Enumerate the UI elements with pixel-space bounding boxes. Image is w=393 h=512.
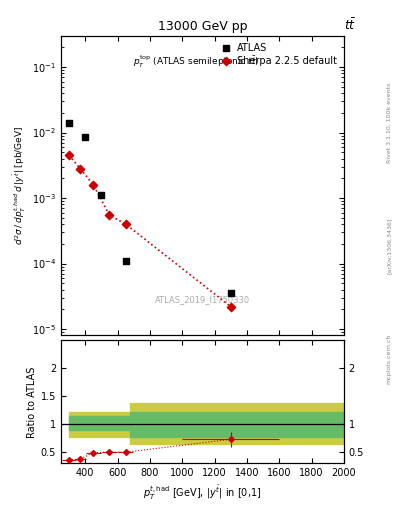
Sherpa 2.2.5 default [106, 211, 112, 219]
ATLAS [98, 191, 105, 200]
ATLAS [66, 119, 72, 127]
ATLAS [82, 133, 88, 141]
Sherpa 2.2.5 default [77, 165, 83, 173]
Sherpa 2.2.5 default [90, 181, 96, 189]
Title: 13000 GeV pp: 13000 GeV pp [158, 20, 247, 33]
Text: Rivet 3.1.10, 100k events: Rivet 3.1.10, 100k events [387, 83, 391, 163]
Sherpa 2.2.5 default [228, 303, 234, 311]
Y-axis label: $d^2\sigma\,/\,dp_T^{t,had}\,d\,|y^{\bar{t}}|$ [pb/GeV]: $d^2\sigma\,/\,dp_T^{t,had}\,d\,|y^{\bar… [11, 126, 28, 245]
Text: [arXiv:1306.3436]: [arXiv:1306.3436] [387, 218, 391, 274]
Text: mcplots.cern.ch: mcplots.cern.ch [387, 333, 391, 383]
Text: $p_T^{\rm top}$ (ATLAS semileptonic $t\bar{t}$): $p_T^{\rm top}$ (ATLAS semileptonic $t\b… [134, 54, 260, 70]
ATLAS [228, 289, 234, 297]
Y-axis label: Ratio to ATLAS: Ratio to ATLAS [26, 366, 37, 438]
Text: $t\bar{t}$: $t\bar{t}$ [344, 18, 356, 33]
Sherpa 2.2.5 default [123, 220, 129, 228]
Legend: ATLAS, Sherpa 2.2.5 default: ATLAS, Sherpa 2.2.5 default [217, 40, 339, 68]
ATLAS [123, 257, 129, 265]
Sherpa 2.2.5 default [66, 151, 72, 159]
X-axis label: $p_T^{t,\rm had}$ [GeV], $|y^{\bar{t}}|$ in [0,1]: $p_T^{t,\rm had}$ [GeV], $|y^{\bar{t}}|$… [143, 484, 262, 502]
Text: ATLAS_2019_I1750330: ATLAS_2019_I1750330 [155, 295, 250, 304]
